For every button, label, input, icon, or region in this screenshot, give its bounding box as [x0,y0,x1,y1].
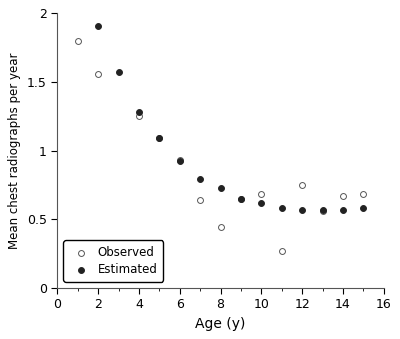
Observed [176,157,183,163]
Estimated [197,177,203,182]
Observed [360,192,366,197]
Observed [238,196,244,201]
Estimated [115,69,122,75]
Estimated [278,205,285,211]
Observed [258,192,264,197]
Observed [217,225,224,230]
Observed [278,248,285,253]
Estimated [176,159,183,164]
Estimated [340,207,346,212]
Observed [319,208,326,214]
Estimated [319,207,326,212]
Observed [299,182,305,187]
Estimated [258,200,264,205]
Observed [197,197,203,203]
X-axis label: Age (y): Age (y) [195,317,246,331]
Observed [340,193,346,199]
Estimated [136,109,142,115]
Estimated [95,23,101,28]
Estimated [238,196,244,201]
Observed [156,136,162,141]
Y-axis label: Mean chest radiographs per year: Mean chest radiographs per year [8,52,21,249]
Estimated [360,205,366,211]
Observed [74,38,81,43]
Estimated [217,185,224,190]
Estimated [156,136,162,141]
Observed [136,114,142,119]
Observed [95,71,101,76]
Legend: Observed, Estimated: Observed, Estimated [63,240,163,282]
Estimated [299,207,305,212]
